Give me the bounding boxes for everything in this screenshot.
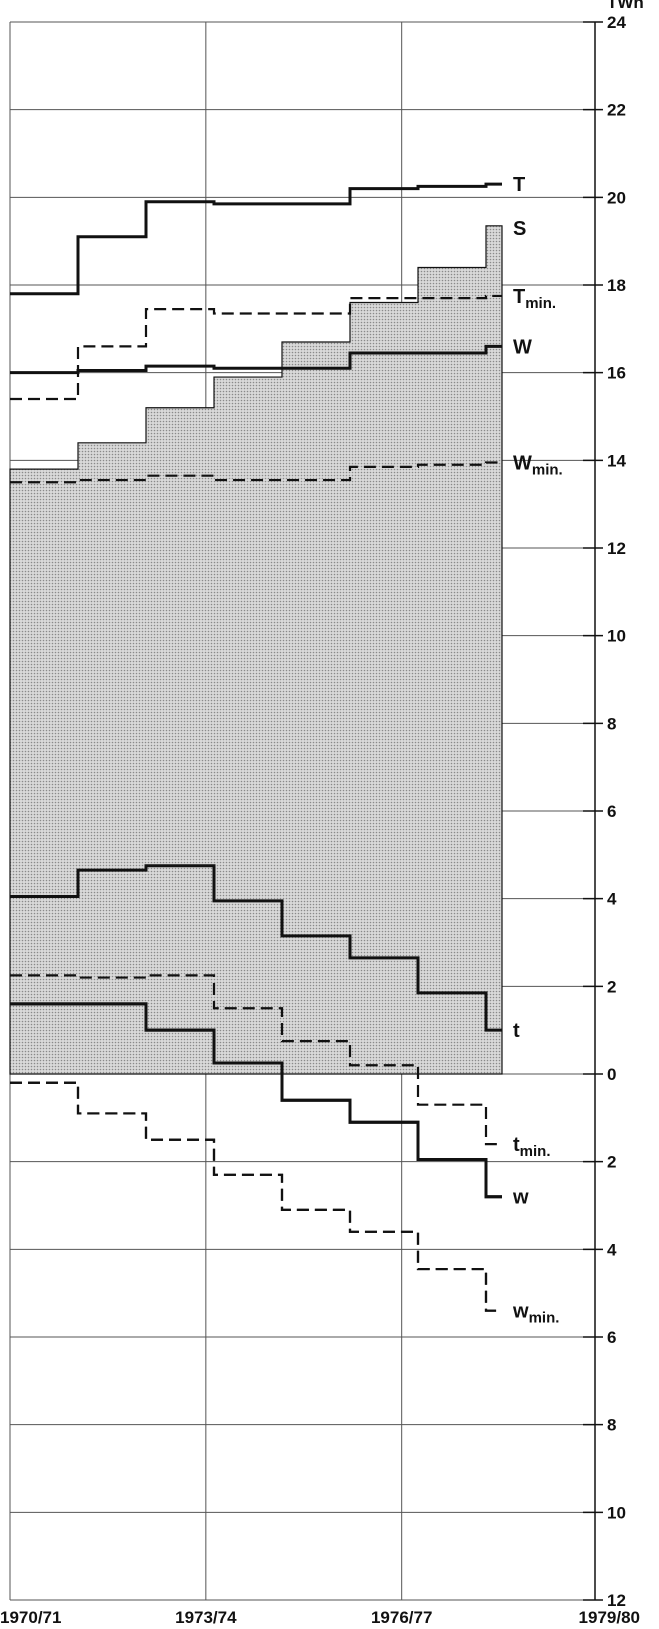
series-label-main: T (513, 174, 525, 196)
series-label-main: t (513, 1020, 520, 1042)
y-tick-label: 4 (607, 890, 617, 909)
series-line-w-min-10 (10, 1081, 502, 1312)
y-unit-label: TWh (607, 0, 644, 12)
series-label-t-min: tmin. (513, 1134, 551, 1160)
series-label-sub: min. (532, 462, 563, 479)
y-tick-label: 10 (607, 1503, 626, 1522)
series-label-sub: min. (525, 295, 556, 312)
x-tick-label: 1973/74 (175, 1608, 237, 1627)
y-tick-label: 2 (607, 1153, 616, 1172)
y-tick-label: 18 (607, 276, 626, 295)
y-tick-label: 6 (607, 1328, 616, 1347)
series-area-S (9, 225, 503, 1075)
x-tick-label: 1979/80 (579, 1608, 640, 1627)
series-line-T-min-2 (10, 294, 502, 401)
series-line-w-9 (10, 1002, 502, 1199)
series-label-main: W (513, 336, 532, 358)
series-line-T-0 (10, 182, 502, 296)
series-label-sub: min. (520, 1143, 551, 1160)
y-tick-label: 12 (607, 539, 626, 558)
x-tick-label: 1970/71 (0, 1608, 61, 1627)
y-tick-label: 20 (607, 188, 626, 207)
y-tick-label: 2 (607, 977, 616, 996)
x-tick-label: 1976/77 (371, 1608, 432, 1627)
series-label-S: S (513, 218, 526, 240)
y-tick-label: 10 (607, 627, 626, 646)
y-tick-label: 0 (607, 1065, 616, 1084)
y-tick-label: 6 (607, 802, 616, 821)
series-label-main: w (512, 1301, 529, 1323)
y-tick-label: 8 (607, 714, 616, 733)
series-label-sub: min. (529, 1310, 560, 1327)
series-line-t-min-8 (10, 1081, 502, 1312)
series-label-main: W (513, 453, 532, 475)
series-line-W-min-4 (10, 461, 502, 484)
series-label-main: S (513, 218, 526, 240)
series-line-W-3 (10, 344, 502, 375)
y-tick-label: 14 (607, 451, 626, 470)
y-tick-label: 22 (607, 101, 626, 120)
series-label-T-min: Tmin. (513, 286, 556, 312)
series-label-W-min: Wmin. (513, 453, 563, 479)
series-label-main: t (513, 1134, 520, 1156)
y-tick-label: 8 (607, 1416, 616, 1435)
series-label-main: T (513, 286, 525, 308)
y-tick-label: 24 (607, 13, 626, 32)
series-line-t-5 (10, 864, 502, 1032)
series-label-t: t (513, 1020, 520, 1042)
series-label-W: W (513, 336, 532, 358)
y-tick-label: 16 (607, 364, 626, 383)
series-label-w-min: wmin. (512, 1301, 559, 1327)
y-tick-label: 12 (607, 1591, 626, 1610)
series-label-T: T (513, 174, 525, 196)
y-tick-label: 4 (607, 1240, 617, 1259)
series-line-unnamed-6 (10, 974, 502, 1146)
series-label-main: w (512, 1187, 529, 1209)
series-label-w: w (512, 1187, 529, 1209)
